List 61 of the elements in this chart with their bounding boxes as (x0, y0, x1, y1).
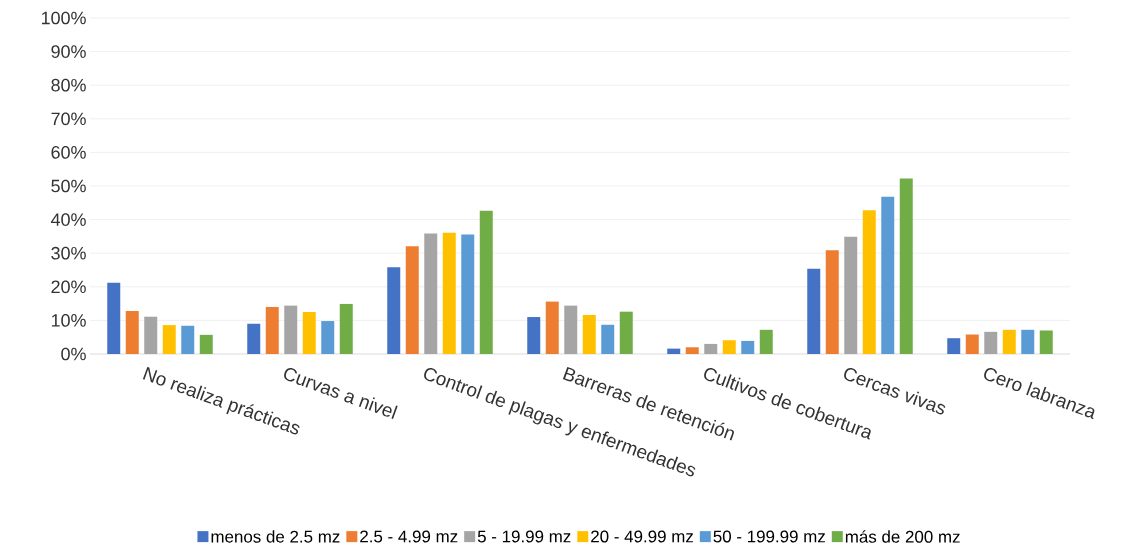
y-tick-label: 10% (51, 314, 86, 327)
y-tick-label: 90% (51, 45, 86, 58)
bar (442, 232, 456, 354)
y-tick-label: 20% (51, 280, 86, 294)
bar (181, 325, 195, 354)
bar (881, 196, 895, 354)
bar (125, 310, 139, 354)
bar (619, 311, 633, 354)
bar (862, 210, 876, 354)
bar (899, 178, 913, 354)
y-tick-label: 100% (41, 11, 86, 25)
bar (601, 324, 615, 354)
y-tick-label: 50% (51, 179, 86, 193)
bar (387, 267, 401, 354)
bar (947, 338, 961, 354)
y-tick-label: 30% (51, 246, 86, 260)
bar (302, 312, 316, 354)
bar (339, 303, 353, 354)
y-tick-label: 80% (51, 78, 86, 92)
bar (107, 282, 121, 354)
bar (1002, 329, 1016, 354)
bar (722, 340, 736, 354)
bar (1021, 329, 1035, 354)
bar (247, 323, 261, 354)
bar (582, 315, 596, 354)
bar (667, 348, 681, 354)
bar (527, 317, 541, 354)
legend-label: 5 - 19.99 mz (477, 530, 571, 543)
bar (1039, 330, 1053, 354)
bar (144, 316, 158, 354)
bar (479, 210, 493, 354)
bar (564, 305, 578, 354)
x-tick-label: Cercas vivas (844, 367, 946, 415)
bar (461, 234, 475, 354)
bar (162, 325, 176, 354)
legend-label: 50 - 199.99 mz (713, 530, 825, 543)
x-tick-label: Curvas a nivel (284, 367, 398, 419)
y-tick-label: 40% (50, 213, 86, 226)
bar (321, 321, 335, 354)
bar (199, 334, 213, 354)
bar (825, 250, 839, 354)
bar (545, 301, 559, 354)
bar (424, 233, 438, 354)
bar (807, 268, 821, 354)
legend-label: 2.5 - 4.99 mz (360, 530, 458, 543)
bar (759, 329, 773, 354)
legend-label: más de 200 mz (845, 530, 960, 543)
y-tick-label: 70% (51, 112, 86, 126)
legend-label: menos de 2.5 mz (211, 530, 340, 543)
bar (265, 306, 279, 354)
bar (844, 236, 858, 354)
bar (704, 343, 718, 354)
bar (284, 305, 298, 354)
bar (965, 334, 979, 354)
legend-label: 20 - 49.99 mz (591, 530, 693, 543)
bar (741, 340, 755, 354)
bar (685, 347, 699, 354)
y-tick-label: 0% (61, 347, 86, 361)
y-tick-label: 60% (51, 146, 86, 159)
bar (984, 331, 998, 354)
bar (405, 246, 419, 354)
